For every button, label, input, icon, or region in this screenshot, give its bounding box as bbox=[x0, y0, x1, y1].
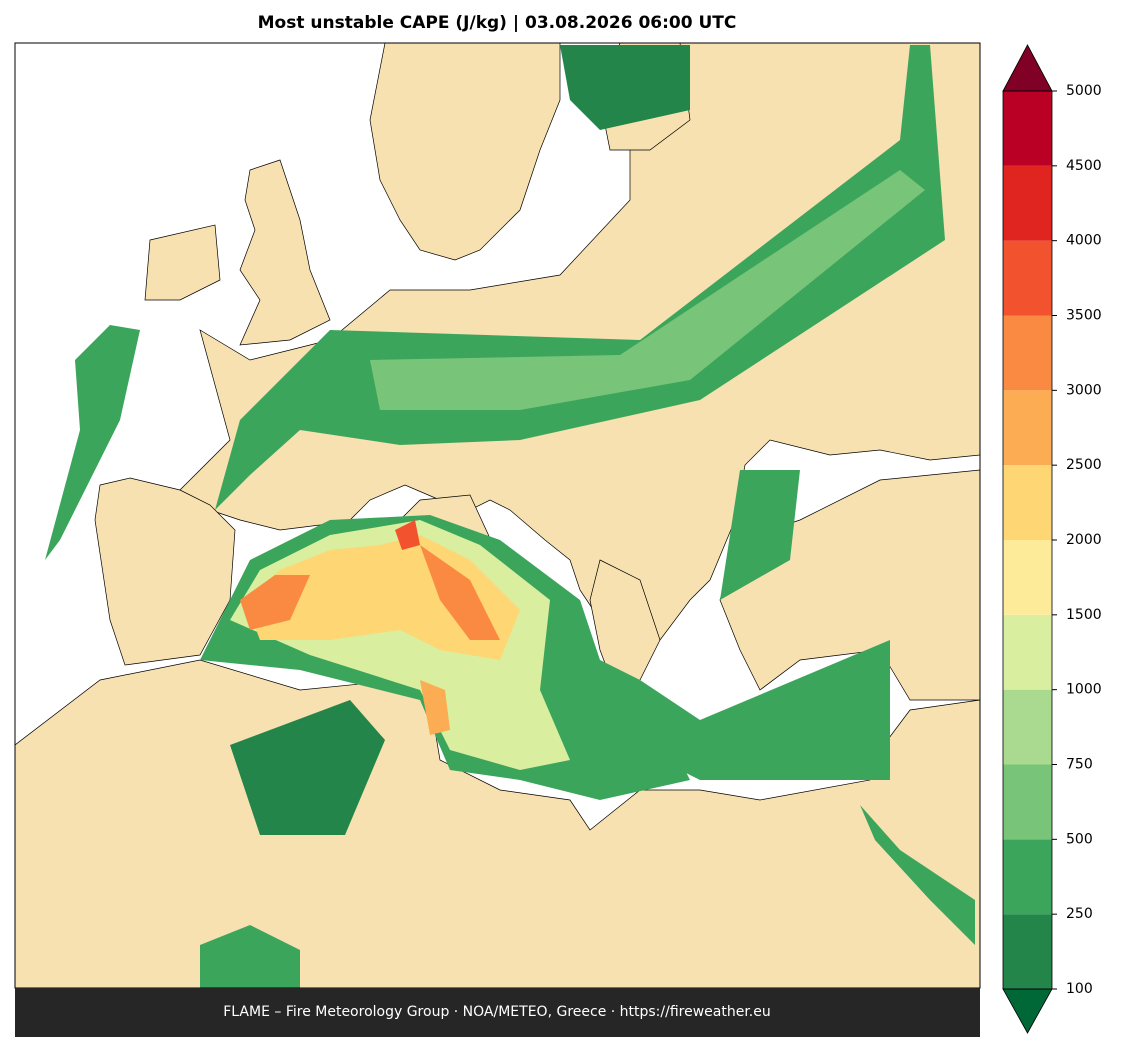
cape-area bbox=[230, 700, 385, 835]
cape-area bbox=[720, 470, 800, 600]
colorbar-tick-label: 250 bbox=[1066, 906, 1093, 922]
colorbar-under bbox=[1002, 988, 1053, 1034]
colorbar-band bbox=[1003, 165, 1052, 241]
colorbar-tick-label: 5000 bbox=[1066, 83, 1102, 99]
colorbar-band bbox=[1003, 390, 1052, 466]
colorbar-tick-label: 2000 bbox=[1066, 532, 1102, 548]
land-ireland bbox=[144, 224, 221, 301]
colorbar-band bbox=[1003, 465, 1052, 540]
colorbar-band bbox=[1003, 240, 1052, 316]
colorbar-over bbox=[1002, 44, 1053, 92]
cape-area bbox=[240, 575, 310, 630]
colorbar-tick-label: 2500 bbox=[1066, 457, 1102, 473]
cape-area bbox=[420, 545, 500, 640]
colorbar-tick-label: 3500 bbox=[1066, 308, 1102, 324]
colorbar-band bbox=[1003, 839, 1052, 915]
colorbar-tick-label: 500 bbox=[1066, 831, 1093, 847]
colorbar-band bbox=[1003, 764, 1052, 840]
colorbar-band bbox=[1003, 91, 1052, 166]
footer-band bbox=[15, 988, 980, 1037]
cape-area bbox=[860, 805, 975, 945]
cape-area bbox=[420, 680, 450, 735]
colorbar-tick-label: 4000 bbox=[1066, 233, 1102, 249]
title: Most unstable CAPE (J/kg) | 03.08.2026 0… bbox=[258, 13, 737, 33]
colorbar-band bbox=[1003, 914, 1052, 989]
cape-area bbox=[370, 170, 925, 410]
colorbar-band bbox=[1003, 315, 1052, 391]
cape-area bbox=[200, 925, 300, 988]
colorbar-tick-label: 100 bbox=[1066, 981, 1093, 997]
colorbar-tick-label: 750 bbox=[1066, 757, 1093, 773]
land-scandinavia bbox=[369, 43, 561, 261]
colorbar-tick-label: 4500 bbox=[1066, 158, 1102, 174]
colorbar-band bbox=[1003, 540, 1052, 615]
footer-text: FLAME – Fire Meteorology Group · NOA/MET… bbox=[223, 1004, 771, 1020]
cape-area bbox=[560, 45, 690, 130]
cape-area bbox=[395, 520, 420, 550]
colorbar: 100 250 500 750 1000 1500 2000 2500 3000 3500 4000… bbox=[1002, 44, 1102, 1034]
colorbar-band bbox=[1003, 614, 1052, 690]
map bbox=[14, 42, 981, 989]
cape-area bbox=[245, 535, 520, 660]
land-britain bbox=[239, 159, 331, 346]
cape-area bbox=[45, 325, 140, 560]
colorbar-band bbox=[1003, 689, 1052, 765]
colorbar-tick-label: 1000 bbox=[1066, 682, 1102, 698]
colorbar-tick-label: 3000 bbox=[1066, 382, 1102, 398]
cape-field bbox=[45, 45, 975, 988]
colorbar-tick-label: 1500 bbox=[1066, 607, 1102, 623]
cape-area bbox=[570, 640, 890, 780]
